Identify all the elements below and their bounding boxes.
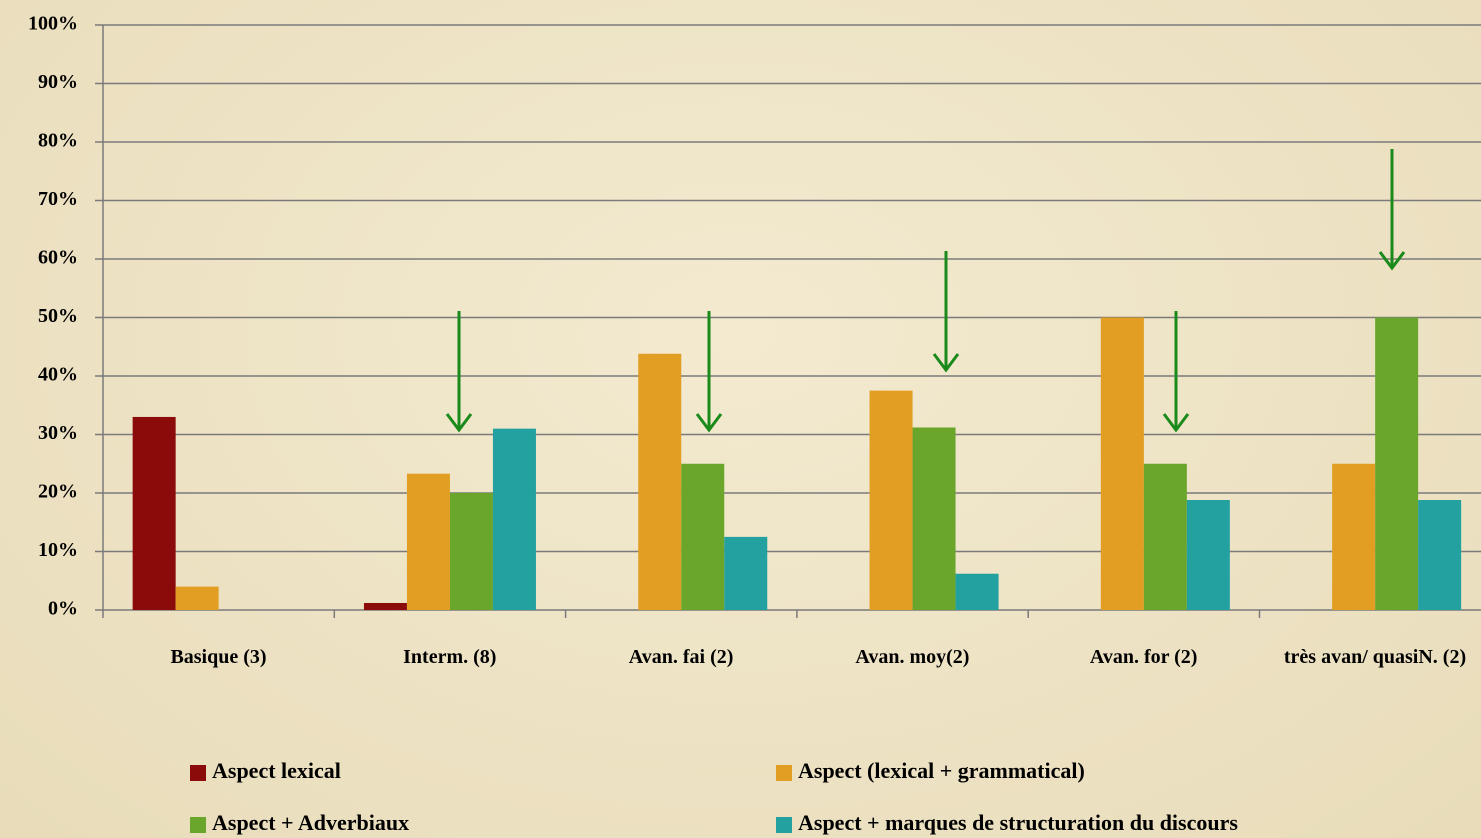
x-tick-label: Basique (3) [170,646,267,668]
y-tick-label: 40% [38,364,78,386]
legend-label: Aspect + Adverbiaux [212,810,409,835]
arrows [445,149,1406,433]
bar [1100,317,1144,610]
y-tick-label: 20% [38,481,78,503]
legend-swatch [776,817,792,833]
legend-label: Aspect (lexical + grammatical) [798,758,1085,783]
arrow [695,311,723,433]
y-tick-label: 30% [38,422,78,444]
bar [1186,500,1230,610]
legend-swatch [190,817,206,833]
bar [1418,500,1462,610]
y-tick-label: 70% [38,188,78,210]
bar [869,390,913,610]
x-tick-label: Interm. (8) [403,646,497,668]
arrow [1378,149,1406,271]
x-tick-label: très avan/ quasiN. (2) [1283,646,1467,668]
y-tick-label: 100% [28,13,78,35]
legend-swatch [776,765,792,781]
arrow [1162,311,1190,433]
bar [681,463,725,610]
arrow [445,311,473,433]
bar [363,602,407,610]
bar [955,573,999,610]
x-tick-label: Avan. moy(2) [855,646,970,668]
arrow [932,251,960,373]
legend-label: Aspect + marques de structuration du dis… [798,810,1238,835]
bar [724,536,768,610]
x-tick-label: Avan. fai (2) [628,646,734,668]
y-tick-label: 80% [38,130,78,152]
bar [406,473,450,610]
bar [1375,317,1419,610]
y-tick-label: 0% [48,598,78,620]
legend-swatch [190,765,206,781]
y-tick-label: 60% [38,247,78,269]
bar [175,586,219,610]
bar [912,427,956,610]
bar [1143,463,1187,610]
bar [449,493,493,610]
legend-label: Aspect lexical [212,758,341,783]
bar [132,416,176,610]
bar [492,428,536,610]
y-tick-label: 50% [38,305,78,327]
y-tick-label: 90% [38,71,78,93]
y-tick-label: 10% [38,539,78,561]
bar [638,353,682,610]
bar [1332,463,1376,610]
x-tick-label: Avan. for (2) [1089,646,1198,668]
